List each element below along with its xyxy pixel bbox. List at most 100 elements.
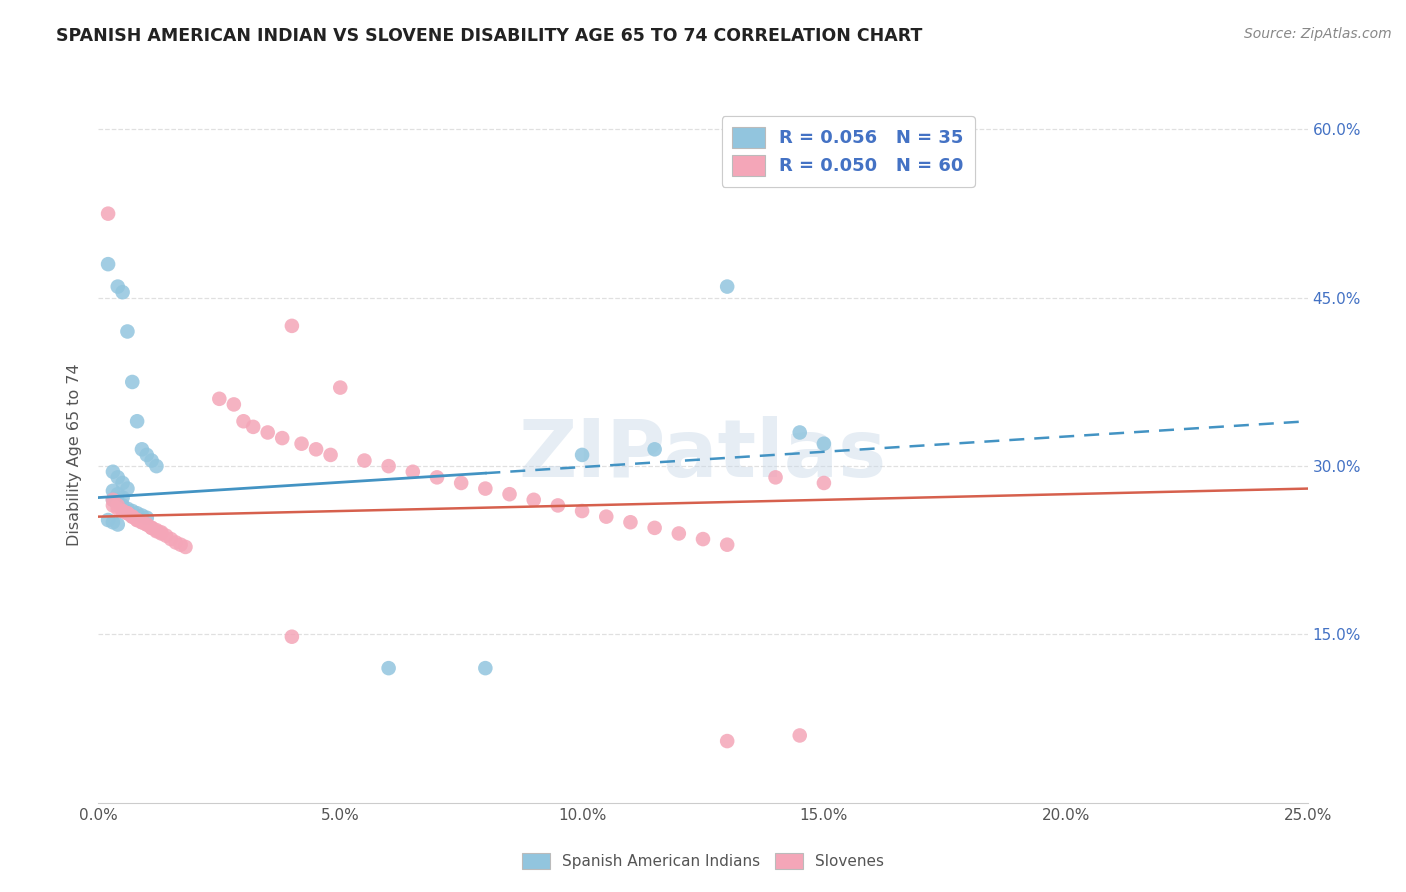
Point	[169, 538, 191, 552]
Point	[256, 425, 278, 440]
Point	[141, 521, 163, 535]
Text: SPANISH AMERICAN INDIAN VS SLOVENE DISABILITY AGE 65 TO 74 CORRELATION CHART: SPANISH AMERICAN INDIAN VS SLOVENE DISAB…	[56, 27, 922, 45]
Point	[595, 509, 617, 524]
Point	[450, 475, 472, 490]
Point	[121, 375, 143, 389]
Point	[547, 499, 569, 513]
Point	[131, 442, 153, 457]
Text: ZIPatlas: ZIPatlas	[519, 416, 887, 494]
Legend: R = 0.056   N = 35, R = 0.050   N = 60: R = 0.056 N = 35, R = 0.050 N = 60	[721, 116, 974, 186]
Point	[127, 506, 149, 520]
Point	[131, 508, 153, 523]
Point	[353, 453, 375, 467]
Point	[117, 506, 139, 520]
Point	[644, 521, 666, 535]
Point	[107, 495, 129, 509]
Point	[97, 513, 120, 527]
Point	[160, 532, 183, 546]
Point	[107, 487, 129, 501]
Point	[377, 661, 399, 675]
Point	[281, 318, 304, 333]
Point	[329, 381, 352, 395]
Point	[145, 524, 167, 539]
Point	[111, 504, 134, 518]
Point	[117, 325, 139, 339]
Point	[150, 525, 173, 540]
Point	[145, 523, 167, 537]
Point	[716, 538, 738, 552]
Point	[111, 491, 134, 505]
Point	[668, 526, 690, 541]
Point	[232, 414, 254, 428]
Point	[101, 483, 124, 498]
Point	[523, 492, 546, 507]
Point	[290, 436, 312, 450]
Point	[242, 420, 264, 434]
Point	[135, 510, 157, 524]
Point	[107, 517, 129, 532]
Point	[150, 526, 173, 541]
Point	[111, 504, 134, 518]
Point	[174, 540, 197, 554]
Point	[765, 470, 787, 484]
Point	[107, 279, 129, 293]
Point	[127, 513, 149, 527]
Point	[121, 509, 143, 524]
Point	[145, 459, 167, 474]
Point	[107, 501, 129, 516]
Point	[97, 207, 120, 221]
Point	[111, 285, 134, 300]
Point	[319, 448, 342, 462]
Point	[121, 509, 143, 524]
Legend: Spanish American Indians, Slovenes: Spanish American Indians, Slovenes	[516, 847, 890, 875]
Point	[121, 504, 143, 518]
Point	[101, 515, 124, 529]
Point	[716, 734, 738, 748]
Point	[101, 492, 124, 507]
Point	[208, 392, 231, 406]
Point	[644, 442, 666, 457]
Point	[165, 535, 187, 549]
Point	[305, 442, 328, 457]
Point	[101, 492, 124, 507]
Y-axis label: Disability Age 65 to 74: Disability Age 65 to 74	[67, 364, 83, 546]
Point	[474, 661, 496, 675]
Point	[281, 630, 304, 644]
Point	[571, 448, 593, 462]
Point	[474, 482, 496, 496]
Point	[131, 515, 153, 529]
Point	[271, 431, 294, 445]
Point	[111, 475, 134, 490]
Point	[789, 425, 811, 440]
Point	[107, 499, 129, 513]
Point	[692, 532, 714, 546]
Point	[571, 504, 593, 518]
Point	[135, 517, 157, 532]
Point	[789, 729, 811, 743]
Point	[813, 436, 835, 450]
Text: Source: ZipAtlas.com: Source: ZipAtlas.com	[1244, 27, 1392, 41]
Point	[117, 482, 139, 496]
Point	[813, 475, 835, 490]
Point	[498, 487, 520, 501]
Point	[111, 499, 134, 513]
Point	[97, 257, 120, 271]
Point	[426, 470, 449, 484]
Point	[101, 499, 124, 513]
Point	[141, 521, 163, 535]
Point	[117, 501, 139, 516]
Point	[127, 414, 149, 428]
Point	[141, 453, 163, 467]
Point	[135, 448, 157, 462]
Point	[117, 506, 139, 520]
Point	[135, 517, 157, 532]
Point	[377, 459, 399, 474]
Point	[101, 465, 124, 479]
Point	[716, 279, 738, 293]
Point	[619, 515, 641, 529]
Point	[402, 465, 425, 479]
Point	[107, 470, 129, 484]
Point	[222, 397, 245, 411]
Point	[127, 513, 149, 527]
Point	[155, 529, 177, 543]
